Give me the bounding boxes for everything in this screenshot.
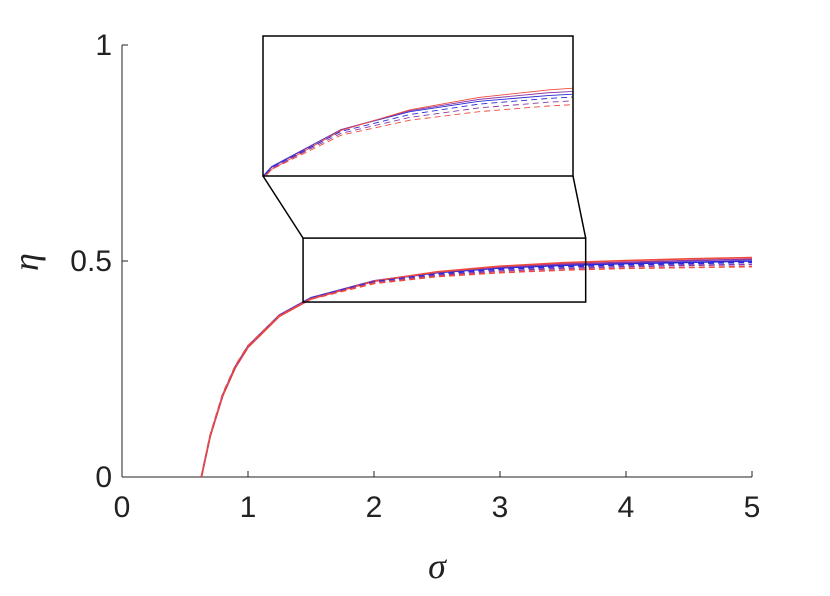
x-axis-label: σ [428,546,447,586]
x-tick-label: 2 [366,491,383,524]
x-tick-label: 5 [744,491,761,524]
x-tick-label: 1 [240,491,257,524]
y-tick-label: 1 [95,29,112,62]
x-tick-label: 0 [114,491,131,524]
inset-frame [262,35,574,177]
line-series [200,258,752,477]
inset-lines [263,87,573,176]
line-series [265,87,573,176]
x-tick-label: 3 [492,491,509,524]
zoom-box [302,237,587,303]
connector [262,175,304,239]
line-series [200,265,752,477]
line-series [200,256,752,477]
y-tick-label: 0.5 [70,245,112,278]
line-series [200,261,752,477]
x-tick-label: 4 [618,491,635,524]
line-series [200,263,752,477]
y-axis-label: η [6,253,46,271]
inset-bg [263,36,573,176]
connector [572,175,587,239]
plot-lines [200,256,752,477]
line-series [264,104,573,176]
line-series [200,260,752,477]
line-series [263,90,573,176]
y-tick-label: 0 [95,461,112,494]
